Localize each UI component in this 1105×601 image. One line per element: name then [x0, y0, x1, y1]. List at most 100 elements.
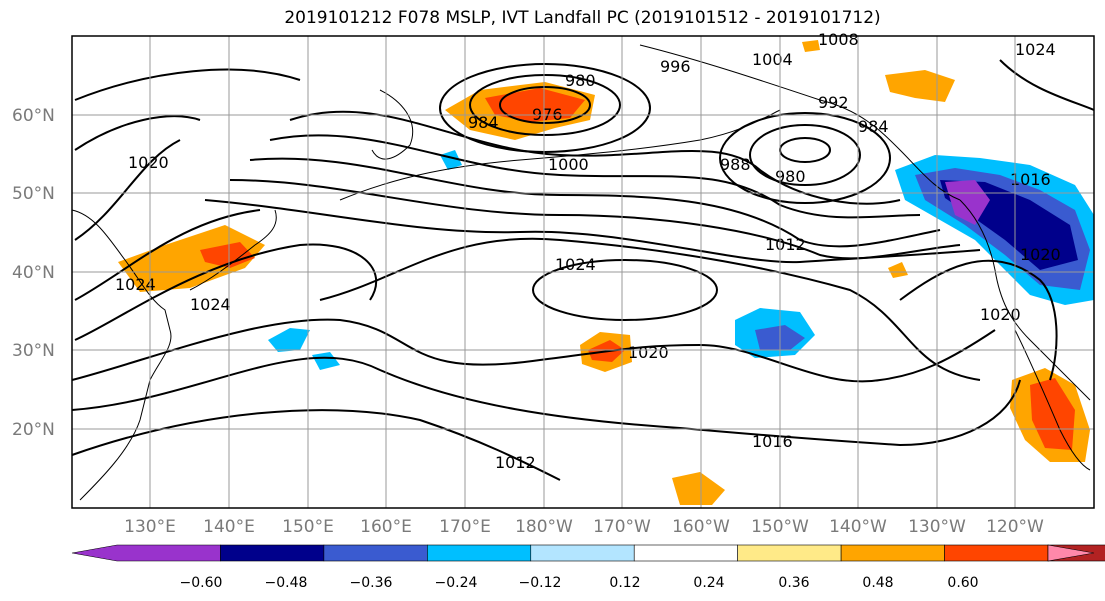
colorbar-swatch	[323, 544, 428, 562]
isobar	[779, 137, 831, 163]
colorbar-boxes	[71, 544, 1105, 562]
contour-label: 1024	[555, 255, 596, 274]
negative-anomaly-patch	[440, 150, 462, 170]
colorbar-tick-label: −0.48	[265, 575, 308, 591]
isobar	[499, 86, 591, 124]
isobar	[999, 59, 1095, 111]
coastline-japan	[189, 209, 277, 291]
lat-label: 60°N	[12, 106, 55, 126]
contour-label: 1012	[495, 453, 536, 472]
colorbar-tick-label: −0.36	[350, 575, 393, 591]
contour-label: 1020	[1020, 245, 1061, 264]
lon-label: 170°W	[593, 517, 651, 537]
map-frame	[71, 35, 1095, 509]
lon-label: 140°W	[829, 517, 887, 537]
contour-label: 1016	[1010, 170, 1051, 189]
contour-label: 1020	[628, 343, 669, 362]
contour-label: 984	[468, 113, 499, 132]
coastline-alaska	[639, 44, 961, 201]
lat-label: 50°N	[12, 184, 55, 204]
isobar	[71, 356, 1021, 447]
contour-label: 996	[660, 57, 691, 76]
positive-anomaly-core	[200, 242, 255, 268]
isobar	[532, 259, 718, 321]
isobar	[71, 409, 561, 481]
colorbar-tick-label: −0.12	[519, 575, 562, 591]
positive-anomaly-core	[485, 88, 585, 122]
lon-label: 160°E	[360, 517, 412, 537]
contour-labels: 980 976 984 996 1004 1008 1024 992 984 9…	[115, 30, 1061, 472]
contour-label: 1000	[548, 155, 589, 174]
positive-anomaly-patch	[888, 262, 908, 278]
lon-label: 180°W	[515, 517, 573, 537]
isobar	[74, 243, 377, 341]
negative-anomaly-extreme	[945, 180, 990, 225]
map-title: 2019101212 F078 MSLP, IVT Landfall PC (2…	[284, 8, 881, 28]
positive-anomaly-core	[1030, 378, 1075, 450]
latitude-labels: 60°N 50°N 40°N 30°N 20°N	[12, 106, 55, 440]
contour-label: 1016	[752, 432, 793, 451]
contour-label: 1012	[765, 235, 806, 254]
isobar	[269, 134, 921, 219]
contour-label: 1008	[818, 30, 859, 49]
isobar	[749, 124, 861, 186]
contour-label: 1020	[980, 305, 1021, 324]
contour-label: 1020	[128, 153, 169, 172]
longitude-labels: 130°E 140°E 150°E 160°E 170°E 180°W 170°…	[124, 517, 1044, 537]
colorbar-swatch	[633, 544, 738, 562]
colorbar-tick-label: 0.12	[609, 575, 640, 591]
contour-label: 1004	[752, 50, 793, 69]
contour-label: 988	[720, 155, 751, 174]
colorbar-tick-labels: −0.60 −0.48 −0.36 −0.24 −0.12 0.12 0.24 …	[180, 575, 979, 591]
isobar	[249, 157, 941, 248]
colorbar-swatch	[71, 544, 221, 562]
contour-label: 992	[818, 93, 849, 112]
coastline-baja	[1014, 329, 1091, 471]
isobar	[204, 199, 981, 264]
coastline-kamchatka	[371, 89, 414, 160]
colorbar-swatch	[840, 544, 945, 562]
colorbar-swatch	[737, 544, 842, 562]
colorbar-tick-label: 0.36	[778, 575, 809, 591]
lon-label: 150°E	[282, 517, 334, 537]
lat-label: 40°N	[12, 263, 55, 283]
colorbar-swatch	[220, 544, 325, 562]
lat-label: 20°N	[12, 420, 55, 440]
positive-anomaly-patch	[802, 40, 820, 52]
isobar	[719, 112, 891, 204]
colorbar-tick-label: −0.24	[435, 575, 478, 591]
lon-label: 140°E	[203, 517, 255, 537]
map-panel: 980 976 984 996 1004 1008 1024 992 984 9…	[71, 30, 1095, 509]
isobar	[74, 68, 301, 101]
ivt-shading	[118, 40, 1094, 505]
lon-label: 130°W	[908, 517, 966, 537]
isobar	[319, 237, 981, 381]
coastline-na-west	[959, 199, 1091, 401]
lon-label: 130°E	[124, 517, 176, 537]
colorbar-swatch	[1047, 544, 1095, 562]
colorbar-swatch	[530, 544, 635, 562]
lon-label: 120°W	[986, 517, 1044, 537]
positive-anomaly-patch	[672, 472, 725, 505]
isobar	[899, 259, 1058, 381]
isobar	[439, 63, 651, 153]
contour-label: 1024	[190, 295, 231, 314]
isobar	[469, 74, 621, 136]
gridlines	[72, 36, 1094, 508]
isobar	[74, 139, 181, 241]
negative-anomaly-patch	[312, 352, 340, 370]
lon-label: 150°W	[751, 517, 809, 537]
lon-label: 160°W	[672, 517, 730, 537]
colorbar-tick-label: −0.60	[180, 575, 223, 591]
contour-label: 980	[775, 167, 806, 186]
isobar	[71, 318, 996, 383]
positive-anomaly-patch	[885, 70, 955, 102]
colorbar-tick-label: 0.24	[693, 575, 724, 591]
contour-label: 984	[858, 117, 889, 136]
contour-label: 1024	[1015, 40, 1056, 59]
colorbar: −0.60 −0.48 −0.36 −0.24 −0.12 0.12 0.24 …	[71, 544, 1105, 591]
coastline-asia	[71, 209, 172, 501]
contour-label: 980	[565, 71, 596, 90]
isobar	[74, 115, 201, 151]
